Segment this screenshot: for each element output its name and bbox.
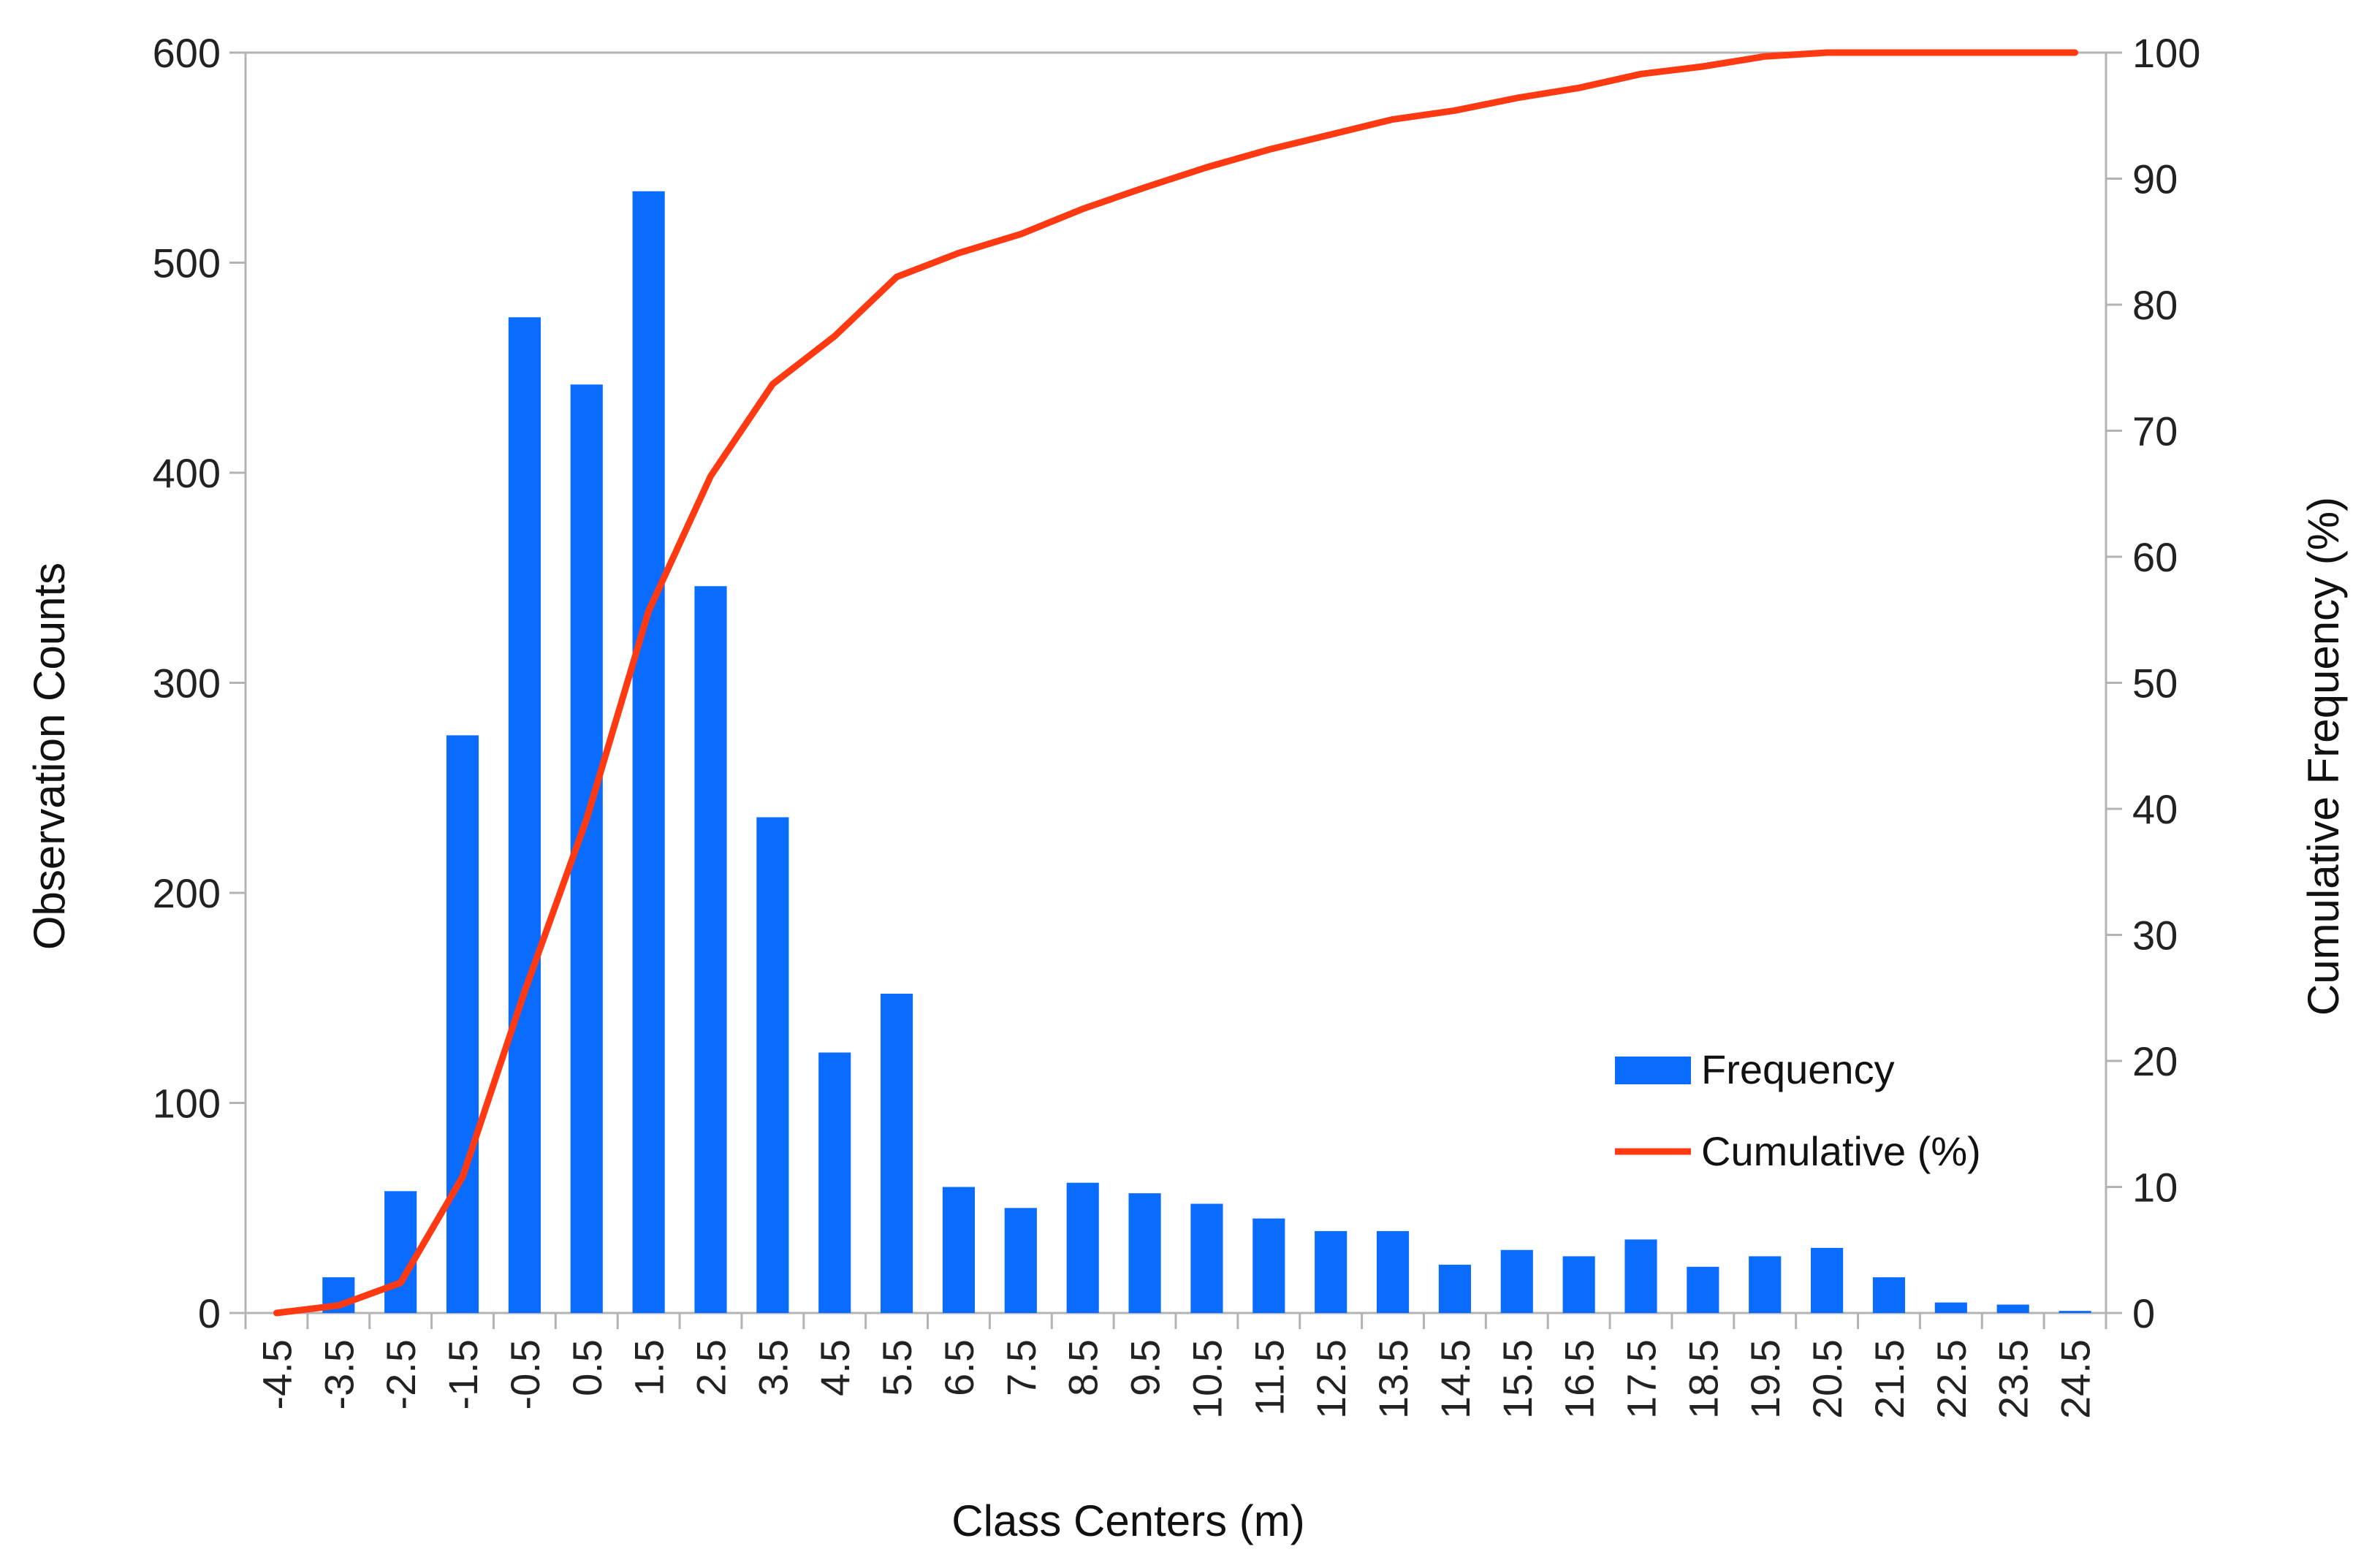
x-tick-label: -1.5	[440, 1339, 486, 1410]
legend-cumulative-label: Cumulative (%)	[1701, 1128, 1981, 1174]
x-tick-label: 23.5	[1991, 1339, 2037, 1419]
bar	[446, 735, 479, 1313]
x-tick-label: 24.5	[2053, 1339, 2099, 1419]
x-tick-label: -3.5	[316, 1339, 362, 1410]
bar	[1934, 1302, 1967, 1313]
bar	[508, 317, 541, 1313]
y-tick-label: 300	[153, 661, 221, 707]
bar	[1562, 1256, 1595, 1313]
x-tick-label: 14.5	[1432, 1339, 1478, 1419]
bar	[1749, 1256, 1782, 1313]
y-right-tick-label: 30	[2132, 913, 2178, 959]
x-tick-label: 17.5	[1619, 1339, 1665, 1419]
y-right-tick-label: 80	[2132, 282, 2178, 328]
y-right-tick-label: 20	[2132, 1038, 2178, 1084]
line-series	[273, 49, 2079, 1317]
x-tick-label: 8.5	[1060, 1339, 1106, 1396]
x-tick-label: 9.5	[1122, 1339, 1168, 1396]
y-tick-label: 100	[153, 1081, 221, 1127]
y-tick-label: 200	[153, 870, 221, 916]
x-tick-label: 7.5	[998, 1339, 1044, 1396]
legend-frequency-swatch	[1615, 1057, 1691, 1084]
y-tick-label: 500	[153, 240, 221, 286]
x-tick-label: 21.5	[1866, 1339, 1912, 1419]
bar	[1315, 1230, 1347, 1313]
x-tick-label: 13.5	[1370, 1339, 1416, 1419]
bar	[1004, 1208, 1037, 1313]
y-right-tick-label: 10	[2132, 1165, 2178, 1211]
y-right-tick-label: 60	[2132, 534, 2178, 580]
bar	[1252, 1218, 1285, 1313]
x-axis: -4.5 -3.5 -2.5 -1.5 -0.5 0.5 1.5 2.5 3.5 4.5 5.5 6.…	[244, 1313, 2107, 1419]
x-tick-label: 1.5	[626, 1339, 672, 1396]
y-axis-title: Observation Counts	[25, 563, 74, 950]
x-tick-label: 19.5	[1742, 1339, 1788, 1419]
bar	[1128, 1193, 1161, 1313]
x-tick-label: 3.5	[750, 1339, 796, 1396]
y-tick-label: 0	[198, 1290, 221, 1336]
bar	[1500, 1249, 1533, 1313]
x-tick-label: 20.5	[1804, 1339, 1850, 1419]
x-tick-label: 4.5	[812, 1339, 858, 1396]
bar	[1624, 1239, 1657, 1313]
right-axis: 0 10 20 30 40 50 60 70 80 90 100	[2106, 30, 2200, 1336]
y-right-tick-label: 0	[2132, 1290, 2155, 1336]
y-right-tick-label: 100	[2132, 30, 2200, 76]
x-tick-label: 16.5	[1556, 1339, 1603, 1419]
x-tick-label: 6.5	[936, 1339, 982, 1396]
bar	[1438, 1264, 1471, 1313]
bar	[1376, 1230, 1410, 1313]
bar	[2059, 1311, 2091, 1313]
bar	[1996, 1304, 2029, 1313]
bar	[694, 586, 727, 1313]
y-right-tick-label: 70	[2132, 408, 2178, 454]
x-tick-label: -0.5	[502, 1339, 548, 1410]
x-tick-label: 5.5	[874, 1339, 920, 1396]
legend-frequency-label: Frequency	[1701, 1046, 1895, 1092]
y-right-tick-label: 90	[2132, 156, 2178, 202]
x-tick-label: 10.5	[1184, 1339, 1230, 1419]
bar	[881, 994, 913, 1313]
x-tick-label: 2.5	[688, 1339, 734, 1396]
bar	[1190, 1203, 1223, 1313]
bar	[632, 191, 665, 1313]
x-axis-title: Class Centers (m)	[951, 1496, 1304, 1545]
x-tick-label: -4.5	[254, 1339, 300, 1410]
cumulative-line	[273, 49, 2079, 1317]
y-right-tick-label: 40	[2132, 786, 2178, 832]
legend: Frequency Cumulative (%)	[1615, 1046, 1981, 1174]
bar	[1872, 1277, 1906, 1313]
bar	[1687, 1266, 1719, 1313]
x-tick-label: -2.5	[378, 1339, 424, 1410]
y-axis-right-title: Cumulative Frequency (%)	[2299, 497, 2348, 1016]
bar	[756, 817, 789, 1313]
x-tick-label: 15.5	[1494, 1339, 1540, 1419]
y-tick-label: 600	[153, 30, 221, 76]
x-tick-label: 18.5	[1680, 1339, 1726, 1419]
bar	[818, 1052, 851, 1313]
x-tick-label: 11.5	[1246, 1339, 1292, 1416]
y-right-tick-label: 50	[2132, 661, 2178, 707]
bar	[942, 1187, 976, 1313]
x-tick-label: 22.5	[1928, 1339, 1974, 1419]
bar	[384, 1191, 417, 1313]
bar	[1066, 1182, 1099, 1313]
x-tick-label: 0.5	[564, 1339, 610, 1396]
left-axis: 0 100 200 300 400 500 600	[153, 30, 246, 1336]
bar	[1811, 1247, 1844, 1313]
x-tick-label: 12.5	[1308, 1339, 1354, 1419]
y-tick-label: 400	[153, 450, 221, 496]
